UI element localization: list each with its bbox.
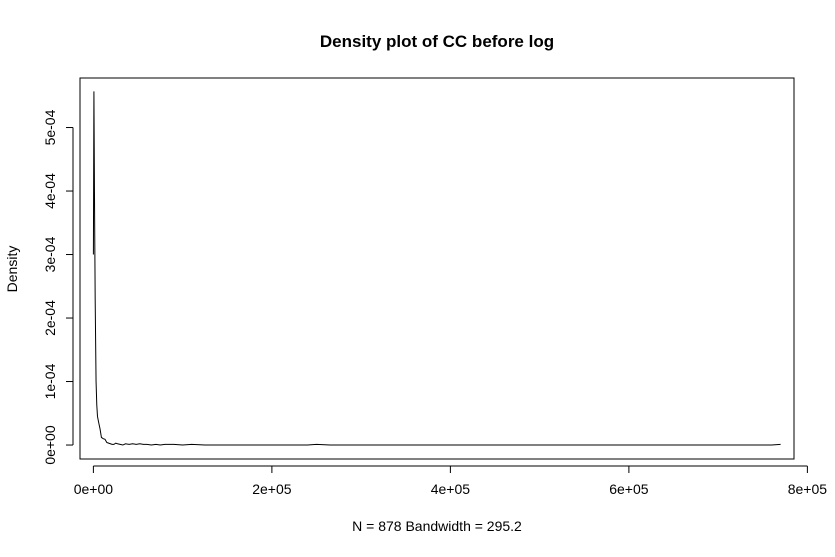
y-tick-label: 0e+00	[42, 425, 58, 465]
density-line	[92, 91, 781, 446]
x-tick-label: 6e+05	[609, 481, 649, 497]
y-tick-label: 1e-04	[42, 363, 58, 399]
x-tick-label: 8e+05	[788, 481, 828, 497]
y-ticks: 0e+00 1e-04 2e-04 3e-04 4e-04 5e-04	[42, 109, 73, 465]
x-tick-label: 2e+05	[252, 481, 292, 497]
x-ticks: 0e+00 2e+05 4e+05 6e+05 8e+05	[74, 466, 828, 497]
chart-title: Density plot of CC before log	[320, 32, 554, 51]
y-tick-label: 2e-04	[42, 300, 58, 336]
plot-box	[79, 77, 795, 460]
y-tick-label: 4e-04	[42, 173, 58, 209]
y-axis-label: Density	[4, 246, 20, 293]
x-tick-label: 0e+00	[74, 481, 114, 497]
y-tick-label: 3e-04	[42, 236, 58, 272]
x-tick-label: 4e+05	[431, 481, 471, 497]
y-tick-label: 5e-04	[42, 109, 58, 145]
x-axis-label: N = 878 Bandwidth = 295.2	[352, 518, 522, 534]
